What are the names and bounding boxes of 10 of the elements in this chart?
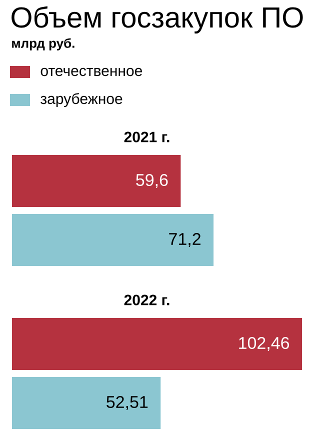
data-label: 59,6 bbox=[136, 174, 168, 188]
data-label: 71,2 bbox=[169, 232, 200, 248]
data-label: 102,46 bbox=[239, 336, 290, 352]
y-tick-label: 2021 г. bbox=[124, 132, 170, 142]
data-label: 52,51 bbox=[106, 396, 148, 410]
chart-subtitle: млрд руб. bbox=[12, 38, 74, 50]
y-tick-label: 2022 г. bbox=[124, 294, 170, 306]
legend-label: зарубежное bbox=[40, 92, 122, 108]
chart-title: Объем госзакупок ПО bbox=[12, 6, 303, 34]
legend-label: отечественное bbox=[40, 68, 142, 76]
